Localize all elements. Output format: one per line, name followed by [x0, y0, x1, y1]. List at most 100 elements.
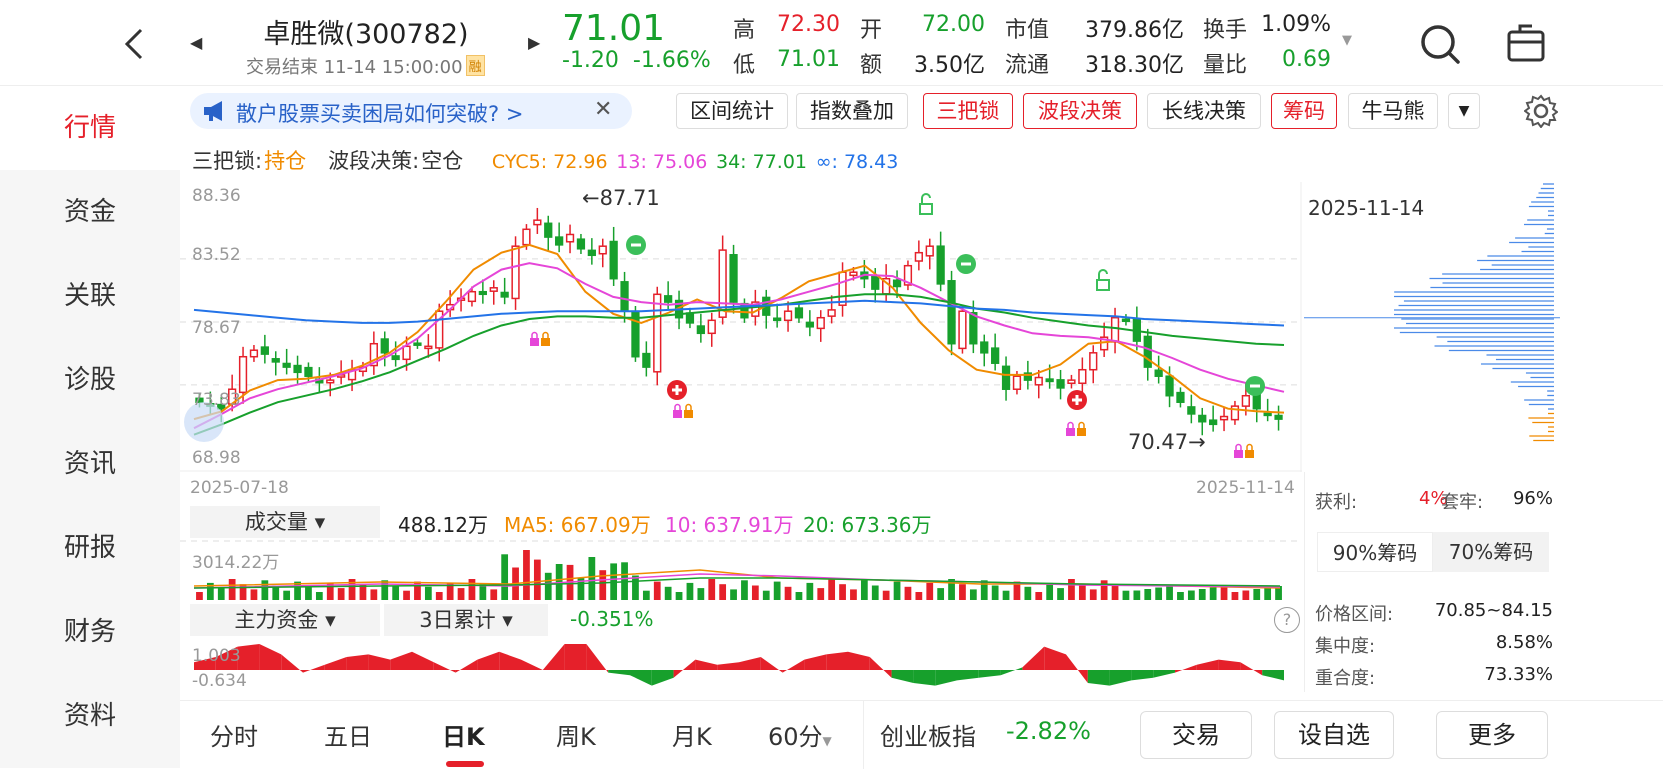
- candle: [838, 271, 847, 306]
- overlap-row: 重合度: 73.33%: [1315, 664, 1553, 689]
- ma-line-CYC5: [193, 243, 1285, 421]
- volume-bar: [1275, 586, 1282, 600]
- nav-diagnose[interactable]: 诊股: [63, 365, 116, 395]
- x-start-label: 2025-07-18: [190, 478, 289, 498]
- fund-flow-area: [564, 644, 587, 670]
- volume-bar: [217, 588, 225, 600]
- tab-weekly[interactable]: 周K: [556, 723, 596, 751]
- candlestick-chart[interactable]: [180, 182, 1302, 472]
- fund-flow-area: [259, 644, 282, 670]
- next-stock-icon[interactable]: ▶: [528, 33, 541, 52]
- expand-quote-icon[interactable]: ▼: [1342, 33, 1352, 48]
- candle: [1089, 352, 1098, 371]
- nav-profile[interactable]: 资料: [63, 701, 116, 731]
- volume-bar: [1220, 586, 1228, 600]
- nav-market[interactable]: 行情: [0, 86, 180, 170]
- more-tools-icon[interactable]: ▼: [1448, 93, 1480, 129]
- tab-intraday[interactable]: 分时: [210, 723, 258, 751]
- fund-flow-area: [1262, 670, 1284, 681]
- search-icon[interactable]: [1418, 22, 1462, 66]
- share-icon[interactable]: [1506, 22, 1546, 64]
- candle: [1001, 365, 1011, 390]
- fund-selector[interactable]: 主力资金 ▾: [190, 604, 380, 636]
- fund-flow-area: [673, 659, 696, 678]
- candle: [435, 310, 444, 349]
- tab-five-day[interactable]: 五日: [324, 723, 372, 751]
- tab-90-chips[interactable]: 90%筹码: [1317, 532, 1433, 572]
- volume-bar: [392, 585, 400, 600]
- prev-stock-icon[interactable]: ◀: [190, 33, 203, 52]
- fund-flow-area: [760, 657, 783, 673]
- candle: [696, 325, 705, 335]
- add-watchlist-button[interactable]: 设自选: [1274, 711, 1394, 759]
- candle: [991, 347, 1000, 364]
- fund-flow-area: [324, 657, 347, 670]
- index-overlay-button[interactable]: 指数叠加: [796, 93, 908, 129]
- help-icon[interactable]: ?: [1274, 607, 1300, 633]
- volume-bar: [370, 589, 378, 600]
- volume-bar: [948, 579, 955, 600]
- volume-bar: [1242, 590, 1250, 600]
- volume-bar: [588, 557, 596, 600]
- candle: [620, 281, 629, 312]
- candle: [489, 287, 498, 292]
- tab-60min[interactable]: 60分▼: [768, 723, 832, 751]
- nav-fund[interactable]: 资金: [63, 197, 116, 227]
- tab-monthly[interactable]: 月K: [672, 723, 712, 751]
- nav-related[interactable]: 关联: [63, 281, 116, 311]
- fund-flow-area: [1240, 662, 1263, 676]
- promo-banner[interactable]: 散户股票买卖困局如何突破? > ✕: [190, 93, 632, 129]
- volume-bar: [1264, 587, 1272, 600]
- candle: [195, 397, 204, 403]
- tab-daily[interactable]: 日K: [442, 723, 485, 751]
- volume-bar: [751, 585, 759, 600]
- chip-panel: 获利: 4% 套牢: 96% 90%筹码 70%筹码 价格区间: 70.85~84…: [1304, 472, 1560, 692]
- fund-flow-area: [1066, 654, 1088, 683]
- candle: [653, 293, 662, 373]
- volume-bar: [991, 585, 999, 600]
- stock-header: ◀ 卓胜微(300782) 交易结束 11-14 15:00:00 融 ▶ 71.…: [0, 0, 1663, 86]
- candle: [533, 219, 542, 226]
- low-value: 71.01: [777, 47, 840, 72]
- close-icon[interactable]: ✕: [594, 97, 613, 122]
- high-marker: ←87.71: [582, 186, 660, 210]
- mcap-value: 379.86亿: [1085, 18, 1184, 43]
- stock-name: 卓胜微(300782): [263, 19, 469, 50]
- candle: [260, 346, 269, 355]
- lock-icon: [1066, 421, 1086, 436]
- fund-flow-area: [1131, 670, 1154, 681]
- volume-bar: [1035, 592, 1043, 600]
- range-stats-button[interactable]: 区间统计: [676, 93, 788, 129]
- more-button[interactable]: 更多: [1436, 711, 1548, 759]
- fund-flow-area: [651, 670, 674, 686]
- fund-flow-area: [869, 657, 892, 678]
- nav-research[interactable]: 研报: [63, 533, 116, 563]
- candle: [947, 280, 956, 345]
- gear-icon[interactable]: [1524, 94, 1558, 128]
- y-tick-label: 68.98: [192, 448, 241, 468]
- band-decision-button[interactable]: 波段决策: [1023, 93, 1137, 129]
- volume-bar: [871, 585, 879, 600]
- nav-finance[interactable]: 财务: [63, 617, 116, 647]
- tab-70-chips[interactable]: 70%筹码: [1448, 540, 1534, 564]
- period-selector[interactable]: 3日累计 ▾: [384, 604, 548, 636]
- long-decision-button[interactable]: 长线决策: [1147, 93, 1261, 129]
- volume-bar: [457, 588, 465, 600]
- volume-selector[interactable]: 成交量 ▾: [190, 506, 380, 538]
- candle: [282, 362, 291, 368]
- candle: [1154, 369, 1163, 377]
- trade-button[interactable]: 交易: [1140, 711, 1252, 759]
- index-name[interactable]: 创业板指: [880, 723, 976, 751]
- sell-signal-icon: [1245, 376, 1265, 396]
- back-arrow-icon[interactable]: [115, 22, 155, 66]
- volume-bar: [708, 579, 716, 600]
- bull-bear-button[interactable]: 牛马熊: [1348, 93, 1438, 129]
- nav-news[interactable]: 资讯: [63, 449, 116, 479]
- cycinf-value: ∞: 78.43: [815, 151, 899, 173]
- candle: [914, 251, 923, 262]
- chips-button[interactable]: 筹码: [1271, 93, 1337, 129]
- cyc34-value: 34: 77.01: [715, 151, 807, 173]
- candle: [249, 349, 259, 358]
- three-locks-button[interactable]: 三把锁: [923, 93, 1013, 129]
- volume-ma5: MA5: 667.09万: [504, 513, 651, 537]
